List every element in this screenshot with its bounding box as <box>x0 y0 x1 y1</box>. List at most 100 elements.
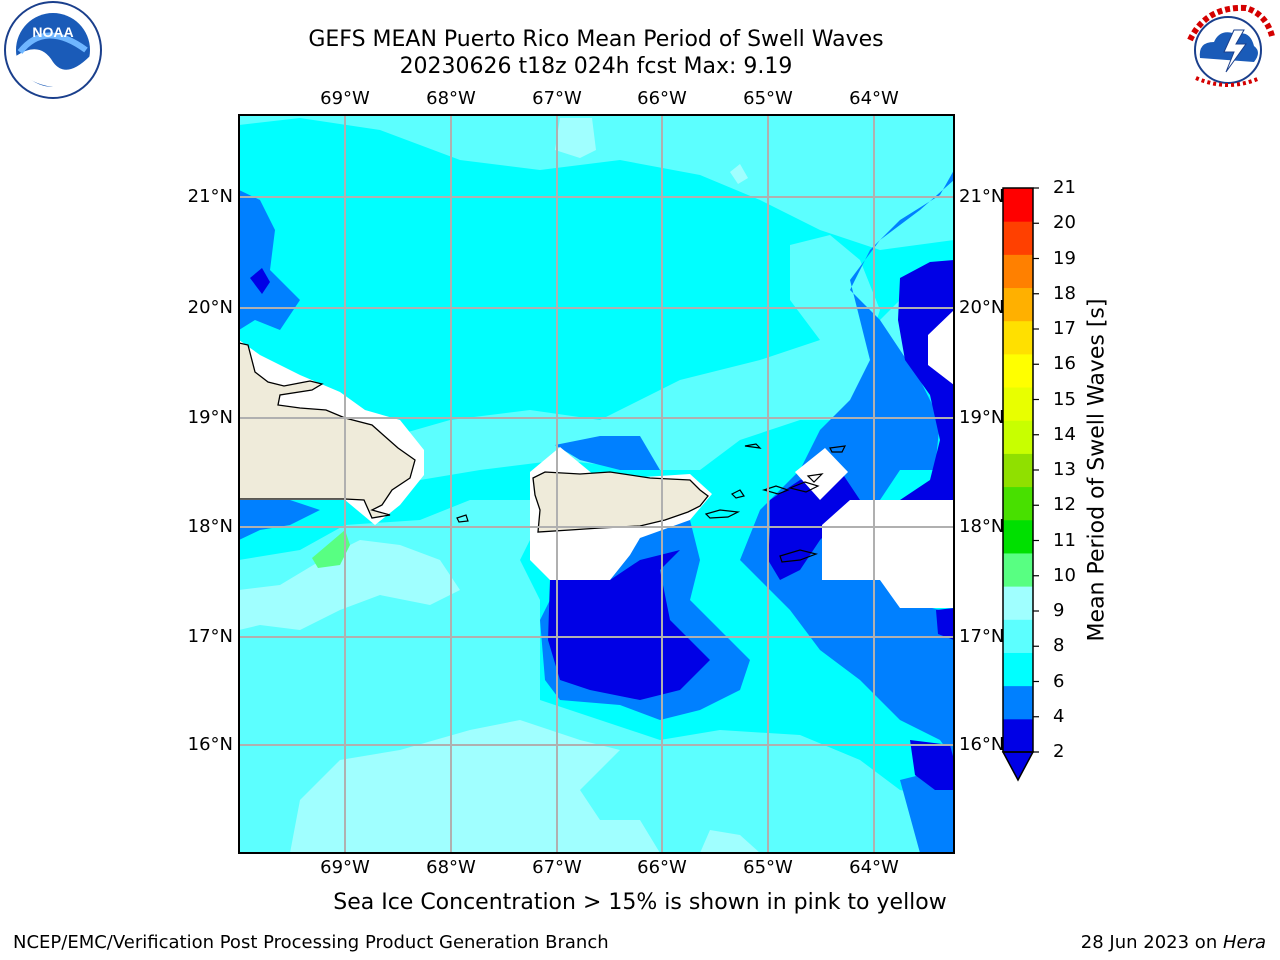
lon-label-top: 64°W <box>849 88 899 109</box>
lon-label-bottom: 65°W <box>743 857 793 878</box>
colorbar-segment <box>1003 221 1033 255</box>
field-lt2-west <box>250 268 270 294</box>
chart-title: GEFS MEAN Puerto Rico Mean Period of Swe… <box>308 27 884 52</box>
lat-label-right: 19°N <box>959 407 1005 428</box>
colorbar-segment <box>1003 453 1033 488</box>
colorbar-segment <box>1003 586 1033 620</box>
colorbar-tick-label: 12 <box>1053 494 1076 516</box>
field-lt2-se <box>910 740 954 790</box>
colorbar-segment <box>1003 486 1033 521</box>
colorbar-tick-label: 19 <box>1053 247 1076 269</box>
land-puerto-rico <box>532 471 709 533</box>
lat-label-left: 19°N <box>187 407 233 428</box>
field-lt2-se2 <box>936 608 954 640</box>
lon-label-bottom: 64°W <box>849 857 899 878</box>
colorbar-tick-label: 21 <box>1053 177 1076 198</box>
lon-label-bottom: 67°W <box>532 857 582 878</box>
land-hispaniola <box>239 342 416 519</box>
footer-date: 28 Jun 2023 on Hera <box>1081 932 1266 953</box>
sea-ice-note: Sea Ice Concentration > 15% is shown in … <box>333 890 947 915</box>
colorbar-segment <box>1003 552 1033 587</box>
field-lt2-pr-south <box>548 550 710 700</box>
gridlines <box>239 115 954 853</box>
lat-label-left: 20°N <box>187 297 233 318</box>
footer-date-text: 28 Jun 2023 on <box>1080 932 1223 953</box>
colorbar-segment <box>1003 519 1033 554</box>
colorbar-segment <box>1003 619 1033 653</box>
island-virgin-gorda <box>806 473 824 483</box>
lat-label-right: 18°N <box>959 516 1005 537</box>
field-8-9-north2 <box>730 164 748 184</box>
field-8-9-southwest <box>239 540 460 630</box>
lon-label-top: 65°W <box>743 88 793 109</box>
island-vieques <box>704 509 741 519</box>
colorbar-segment <box>1003 254 1033 289</box>
colorbar-segment <box>1003 718 1033 753</box>
mask-anegada <box>928 310 954 385</box>
lon-label-top: 68°W <box>426 88 476 109</box>
colorbar-tick-label: 18 <box>1053 282 1076 304</box>
colorbar-tick-label: 14 <box>1053 423 1076 445</box>
field-2-4-east <box>740 170 954 760</box>
lat-label-left: 17°N <box>187 626 233 647</box>
lat-label-right: 16°N <box>959 734 1005 755</box>
colorbar-tick-label: 15 <box>1053 388 1076 410</box>
colorbar-extend-arrow <box>1001 751 1035 782</box>
lon-label-bottom: 68°W <box>426 857 476 878</box>
colorbar-segment <box>1003 685 1033 720</box>
field-8-9-south2 <box>700 830 760 853</box>
nws-logo <box>1176 0 1280 100</box>
field-6-8-east <box>790 235 880 340</box>
island-st-croix <box>779 549 819 563</box>
island-culebra <box>730 489 745 499</box>
field-2-4-strip <box>239 500 320 540</box>
lon-label-top: 66°W <box>637 88 687 109</box>
colorbar-tick-label: 11 <box>1053 529 1076 551</box>
chart-subtitle: 20230626 t18z 024h fcst Max: 9.19 <box>399 54 793 79</box>
colorbar-label: Mean Period of Swell Waves [s] <box>1084 298 1110 642</box>
lat-label-right: 21°N <box>959 186 1005 207</box>
colorbar-segment <box>1003 387 1033 421</box>
colorbar-segment <box>1003 287 1033 322</box>
field-6-8-top <box>239 115 954 250</box>
footer-machine: Hera <box>1222 932 1266 953</box>
colorbar-segment <box>1003 188 1033 222</box>
field-9-10-patch <box>312 530 350 568</box>
lat-label-left: 21°N <box>187 186 233 207</box>
colorbar-tick-label: 17 <box>1053 318 1076 339</box>
field-8-9-south <box>290 720 660 853</box>
island-mona <box>456 514 469 523</box>
lon-label-top: 69°W <box>320 88 370 109</box>
field-2-4-se <box>900 770 954 853</box>
island-anegada <box>829 445 847 453</box>
footer-credit: NCEP/EMC/Verification Post Processing Pr… <box>13 932 609 953</box>
lat-label-left: 18°N <box>187 516 233 537</box>
colorbar-tick-label: 6 <box>1053 670 1065 692</box>
lat-label-right: 20°N <box>959 297 1005 318</box>
lon-label-top: 67°W <box>532 88 582 109</box>
colorbar-tick-label: 9 <box>1053 600 1065 621</box>
colorbar-tick-label: 10 <box>1053 564 1076 586</box>
colorbar-tick-label: 4 <box>1053 705 1065 727</box>
colorbar-segment <box>1003 420 1033 454</box>
field-2-4-pr-north <box>555 436 660 470</box>
lon-label-bottom: 66°W <box>637 857 687 878</box>
colorbar-tick-label: 2 <box>1053 741 1065 762</box>
island-virgin-small <box>744 443 762 449</box>
colorbar-tick-label: 16 <box>1053 353 1076 375</box>
map-frame <box>238 114 955 854</box>
colorbar-tick-label: 13 <box>1053 459 1076 480</box>
lat-label-left: 16°N <box>187 734 233 755</box>
noaa-logo: NOAA <box>0 0 106 100</box>
island-tortola <box>788 481 820 493</box>
noaa-logo-text: NOAA <box>32 24 73 40</box>
colorbar-tick-label: 8 <box>1053 635 1065 657</box>
field-8-9-north <box>555 118 596 158</box>
field-2-4-west <box>239 190 300 330</box>
lon-label-bottom: 69°W <box>320 857 370 878</box>
field-6-8-mid <box>380 290 954 480</box>
lat-label-right: 17°N <box>959 626 1005 647</box>
colorbar-segment <box>1003 652 1033 687</box>
colorbar-tick-label: 20 <box>1053 212 1076 234</box>
